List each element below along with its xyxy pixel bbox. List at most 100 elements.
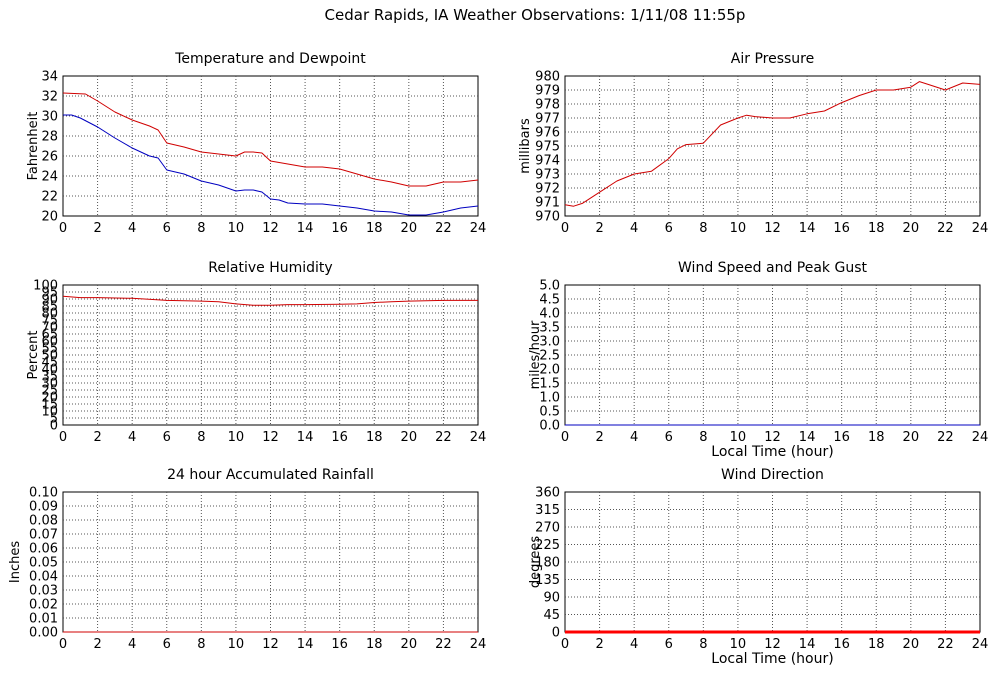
y-tick-label: 0.09 <box>29 500 58 515</box>
y-tick-label: 20 <box>41 210 58 225</box>
x-tick-label: 2 <box>595 637 603 652</box>
direction-x-axis-label: Local Time (hour) <box>711 651 833 667</box>
x-tick-label: 18 <box>366 637 383 652</box>
y-tick-label: 32 <box>41 90 58 105</box>
x-tick-label: 10 <box>228 430 245 445</box>
y-tick-label: 3.5 <box>539 321 560 336</box>
x-tick-label: 24 <box>972 430 989 445</box>
y-tick-label: 979 <box>535 84 560 99</box>
x-tick-label: 4 <box>630 637 638 652</box>
y-tick-label: 977 <box>535 112 560 127</box>
wind-x-axis-label: Local Time (hour) <box>711 444 833 460</box>
y-tick-label: 980 <box>535 70 560 85</box>
x-tick-label: 16 <box>331 221 348 236</box>
y-tick-label: 135 <box>535 573 560 588</box>
x-tick-label: 8 <box>699 637 707 652</box>
y-tick-label: 90 <box>543 591 560 606</box>
x-tick-label: 22 <box>937 637 954 652</box>
y-tick-label: 24 <box>41 170 58 185</box>
x-tick-label: 4 <box>128 221 136 236</box>
y-tick-label: 976 <box>535 126 560 141</box>
x-tick-label: 8 <box>197 637 205 652</box>
y-tick-label: 50 <box>41 349 58 364</box>
x-tick-label: 22 <box>435 221 452 236</box>
y-tick-label: 0.01 <box>29 612 58 627</box>
y-tick-label: 0 <box>50 419 58 434</box>
y-tick-label: 2.5 <box>539 349 560 364</box>
x-tick-label: 6 <box>665 430 673 445</box>
rain-y-axis-label: Inches <box>8 541 23 583</box>
x-tick-label: 16 <box>833 221 850 236</box>
wind-chart-title: Wind Speed and Peak Gust <box>678 260 867 276</box>
x-tick-label: 12 <box>764 221 781 236</box>
y-tick-label: 90 <box>41 293 58 308</box>
y-tick-label: 180 <box>535 556 560 571</box>
x-tick-label: 6 <box>163 430 171 445</box>
direction-chart-title: Wind Direction <box>721 467 824 483</box>
x-tick-label: 6 <box>163 637 171 652</box>
y-tick-label: 40 <box>41 363 58 378</box>
x-tick-label: 10 <box>228 637 245 652</box>
x-tick-label: 18 <box>868 430 885 445</box>
temp-y-axis-label: Fahrenheit <box>26 112 41 181</box>
y-tick-label: 5.0 <box>539 279 560 294</box>
x-tick-label: 10 <box>228 221 245 236</box>
pressure-y-axis-label: millibars <box>518 118 533 174</box>
y-tick-label: 0.00 <box>29 626 58 641</box>
y-tick-label: 26 <box>41 150 58 165</box>
x-tick-label: 6 <box>665 637 673 652</box>
x-tick-label: 22 <box>937 430 954 445</box>
y-tick-label: 0.10 <box>29 486 58 501</box>
x-tick-label: 10 <box>730 221 747 236</box>
temp-chart-title: Temperature and Dewpoint <box>174 51 366 67</box>
y-tick-label: 100 <box>33 279 58 294</box>
y-tick-label: 360 <box>535 486 560 501</box>
y-tick-label: 974 <box>535 154 560 169</box>
y-tick-label: 0 <box>552 626 560 641</box>
y-tick-label: 4.5 <box>539 293 560 308</box>
temp-series-0-line <box>62 92 479 187</box>
x-tick-label: 16 <box>833 637 850 652</box>
y-tick-label: 5 <box>50 412 58 427</box>
y-tick-label: 0.08 <box>29 514 58 529</box>
y-tick-label: 4.0 <box>539 307 560 322</box>
y-tick-label: 60 <box>41 335 58 350</box>
x-tick-label: 16 <box>331 430 348 445</box>
x-tick-label: 18 <box>868 221 885 236</box>
x-tick-label: 24 <box>470 430 487 445</box>
x-tick-label: 8 <box>197 430 205 445</box>
x-tick-label: 14 <box>799 430 816 445</box>
y-tick-label: 970 <box>535 210 560 225</box>
y-tick-label: 975 <box>535 140 560 155</box>
x-tick-label: 20 <box>401 430 418 445</box>
x-tick-label: 0 <box>59 430 67 445</box>
y-tick-label: 0.07 <box>29 528 58 543</box>
x-tick-label: 12 <box>262 430 279 445</box>
x-tick-label: 20 <box>401 221 418 236</box>
x-tick-label: 14 <box>297 430 314 445</box>
rain-chart-title: 24 hour Accumulated Rainfall <box>167 467 374 483</box>
humidity-chart-title: Relative Humidity <box>208 260 332 276</box>
y-tick-label: 1.0 <box>539 391 560 406</box>
y-tick-label: 75 <box>41 314 58 329</box>
y-tick-label: 0.02 <box>29 598 58 613</box>
x-tick-label: 0 <box>561 221 569 236</box>
x-tick-label: 12 <box>262 221 279 236</box>
y-tick-label: 0.06 <box>29 542 58 557</box>
x-tick-label: 22 <box>937 221 954 236</box>
x-tick-label: 14 <box>799 221 816 236</box>
y-tick-label: 971 <box>535 196 560 211</box>
x-tick-label: 6 <box>163 221 171 236</box>
y-tick-label: 55 <box>41 342 58 357</box>
y-tick-label: 3.0 <box>539 335 560 350</box>
x-tick-label: 20 <box>903 221 920 236</box>
direction-y-axis-label: degrees <box>528 536 543 589</box>
y-tick-label: 70 <box>41 321 58 336</box>
y-tick-label: 80 <box>41 307 58 322</box>
x-tick-label: 24 <box>470 637 487 652</box>
x-tick-label: 4 <box>630 221 638 236</box>
